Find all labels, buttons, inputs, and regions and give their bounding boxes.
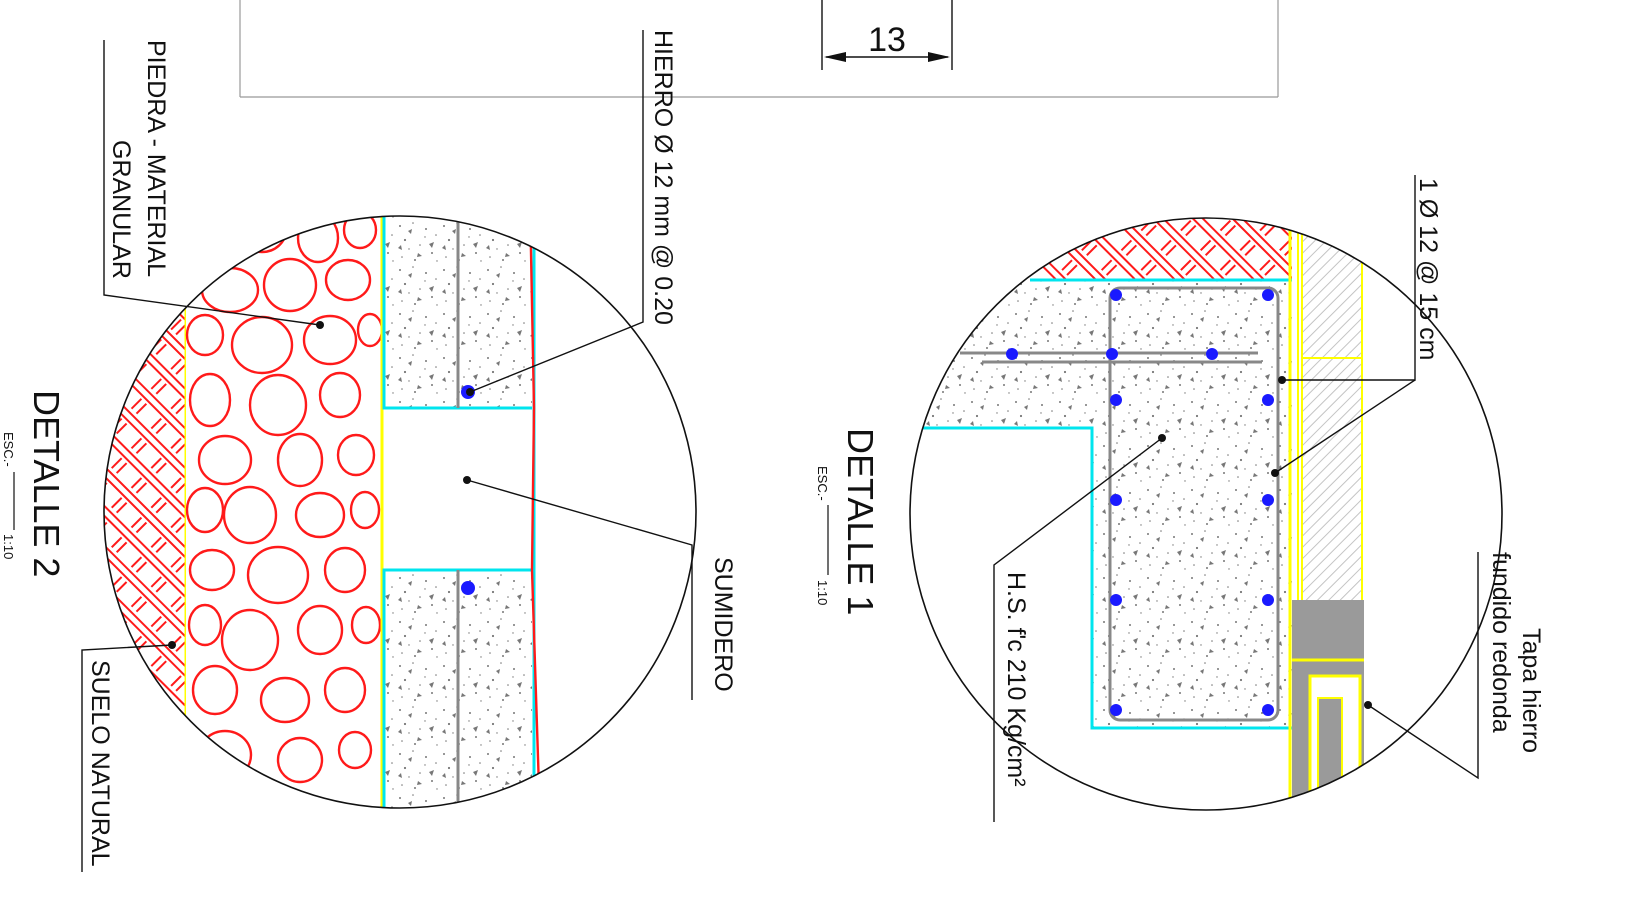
detail-2-scale: 1:10 <box>1 534 16 559</box>
label-cover-line1: Tapa hierro <box>1517 628 1545 753</box>
rebar-dots <box>1006 289 1274 716</box>
label-cover-line2: fundido redonda <box>1487 552 1515 733</box>
detail-2-scale-prefix: ESC.- <box>1 432 16 467</box>
detail-1-title: DETALLE 1 <box>840 428 881 615</box>
cover-hatched-block <box>1301 218 1363 661</box>
label-rebar-d2: HIERRO Ø 12 mm @ 0.20 <box>649 30 677 325</box>
dimension-label: 13 <box>868 21 906 59</box>
label-concrete: H.S. f'c 210 Kg/cm² <box>1002 572 1030 787</box>
label-drain: SUMIDERO <box>709 557 737 692</box>
granular-fill <box>186 216 382 808</box>
label-stone-line1: PIEDRA - MATERIAL <box>142 40 170 277</box>
label-soil: SUELO NATURAL <box>86 660 114 867</box>
dimension-13: 13 <box>821 0 953 70</box>
soil-hatch-top <box>1030 218 1292 280</box>
detail-1-scale: 1:10 <box>815 580 830 605</box>
stirrup <box>1108 286 1280 722</box>
concrete-wall <box>1092 280 1292 728</box>
detail-2-circle <box>103 215 697 809</box>
top-frame <box>239 0 1279 98</box>
detail-1-circle <box>909 217 1503 811</box>
detail-2-title: DETALLE 2 <box>26 390 67 577</box>
detalle-1: 1 Ø 12 @ 15 cm H.S. f'c 210 Kg/cm² Tapa … <box>815 175 1545 822</box>
label-stone-line2: GRANULAR <box>107 140 135 279</box>
detail-1-scale-prefix: ESC.- <box>815 466 830 501</box>
detalle-2: PIEDRA - MATERIAL GRANULAR HIERRO Ø 12 m… <box>1 30 737 872</box>
label-rebar-d1: 1 Ø 12 @ 15 cm <box>1414 178 1442 360</box>
rebar-dot <box>461 581 475 595</box>
